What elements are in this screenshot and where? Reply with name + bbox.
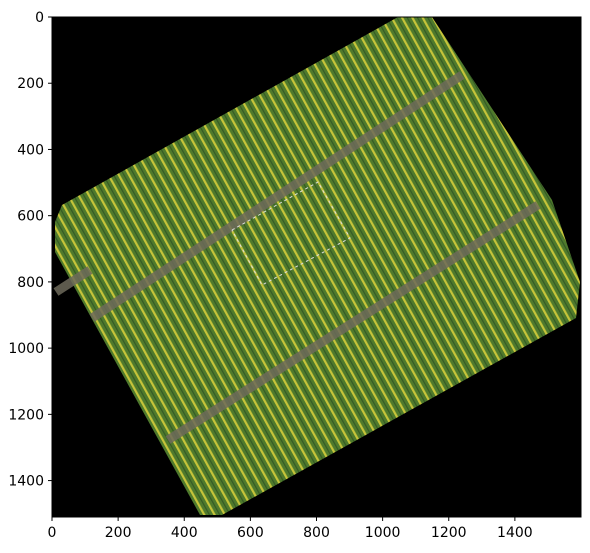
image-panel: [52, 17, 581, 517]
x-tick-label: 600: [237, 525, 264, 541]
plot-marker: [231, 181, 351, 286]
x-tick-label: 800: [303, 525, 330, 541]
x-tick-label: 1400: [497, 525, 533, 541]
field-road: [165, 201, 541, 444]
field-image: [53, 17, 580, 515]
x-tick-label: 1000: [365, 525, 401, 541]
y-tick-label: 1200: [8, 407, 44, 423]
x-tick-label: 200: [105, 525, 132, 541]
x-tick-label: 0: [48, 525, 57, 541]
field-crop: [55, 17, 580, 515]
y-tick-label: 1000: [8, 341, 44, 357]
y-tick-label: 0: [35, 10, 44, 26]
y-tick-label: 800: [17, 275, 44, 291]
x-tick-label: 1200: [431, 525, 467, 541]
y-tick-label: 600: [17, 209, 44, 225]
x-tick-label: 400: [171, 525, 198, 541]
y-tick-label: 1400: [8, 474, 44, 490]
field-road: [89, 71, 465, 322]
field-road: [53, 266, 93, 296]
y-tick-label: 400: [17, 142, 44, 158]
y-tick-label: 200: [17, 76, 44, 92]
